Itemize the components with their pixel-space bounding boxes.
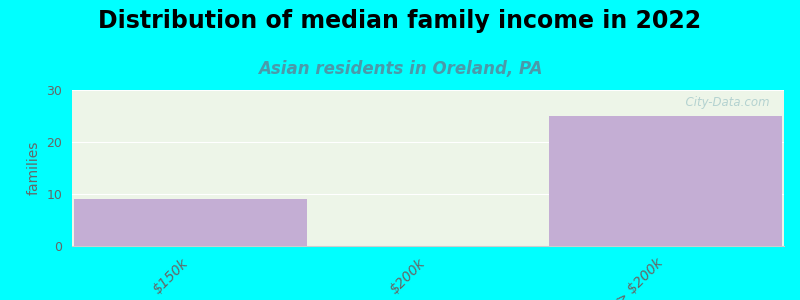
Text: Distribution of median family income in 2022: Distribution of median family income in …	[98, 9, 702, 33]
Y-axis label: families: families	[27, 141, 41, 195]
Text: Asian residents in Oreland, PA: Asian residents in Oreland, PA	[258, 60, 542, 78]
Bar	[74, 199, 307, 246]
Text: City-Data.com: City-Data.com	[678, 96, 770, 109]
Bar	[549, 116, 782, 246]
